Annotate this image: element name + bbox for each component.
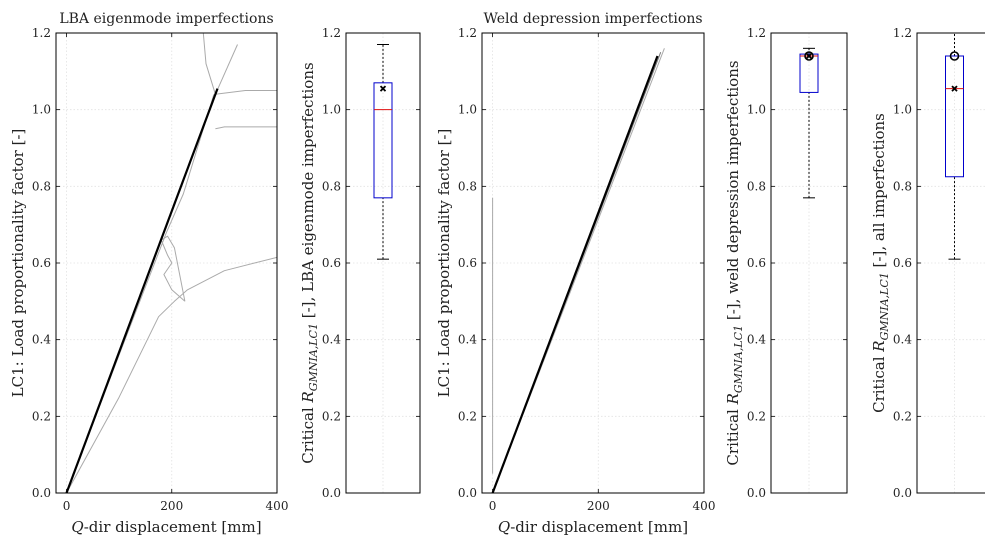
y-tick-label: 1.0 [893,103,912,117]
series-line-7 [215,126,277,130]
axes-frame [481,32,705,494]
grid [771,33,847,493]
x-tick-label: 200 [587,499,610,513]
y-tick-label: 0.2 [458,409,477,423]
y-tick-label: 0.8 [32,179,51,193]
x-tick-label: 0 [489,499,497,513]
y-tick-label: 1.2 [322,26,341,40]
y-tick-label: 0.0 [747,486,766,500]
y-tick-label: 0.8 [747,179,766,193]
mean-marker [951,85,958,92]
x-tick-label: 0 [63,499,71,513]
y-tick-label: 0.8 [322,179,341,193]
y-tick-label: 0.4 [747,333,766,347]
boxplot [799,47,819,199]
outlier-point [949,51,960,61]
y-tick-label: 0.2 [747,409,766,423]
series-line-5 [214,44,238,95]
outlier-point [804,51,814,61]
series-line-6 [215,90,277,95]
grid [56,33,277,493]
x-tick-label: 200 [160,499,183,513]
y-tick-label: 0.4 [893,333,912,347]
y-tick-label: 0.2 [893,409,912,423]
axes-frame [55,32,278,494]
boxplot [373,44,393,260]
y-tick-label: 1.2 [32,26,51,40]
y-tick-label: 1.0 [32,103,51,117]
y-tick-label: 1.0 [322,103,341,117]
y-tick-label: 1.0 [747,103,766,117]
y-tick-label: 0.6 [893,256,912,270]
y-tick-label: 0.8 [458,179,477,193]
y-axis-label: LC1: Load proportionality factor [-] [435,129,453,398]
y-axis-label: LC1: Load proportionality factor [-] [9,129,27,398]
y-tick-label: 0.8 [893,179,912,193]
x-tick-label: 400 [266,499,289,513]
y-tick-label: 0.6 [322,256,341,270]
y-tick-label: 0.6 [32,256,51,270]
chart-panel-2: 0.0 0.2 0.4 0.6 0.8 1.0 1.2 Critical RGMNIA,LC1… [299,26,421,500]
y-tick-label: 0.4 [322,333,341,347]
y-tick-label: 0.6 [747,256,766,270]
x-axis-label: Q-dir displacement [mm] [71,518,261,536]
y-tick-label: 1.0 [458,103,477,117]
mean-marker [379,85,387,92]
box-iqr [799,53,819,93]
axes-frame [916,32,985,494]
series-group [65,33,277,493]
box-iqr [945,55,964,178]
series-group [491,48,665,493]
y-axis-label: Critical RGMNIA,LC1 [-], all imperfectio… [870,113,891,413]
grid [917,33,985,493]
y-tick-label: 0.6 [458,256,477,270]
chart-title: LBA eigenmode imperfections [59,11,273,27]
series-line-1 [66,256,277,493]
chart-panel-1: 0.0 0.2 0.4 0.6 0.8 1.0 1.2 0 200 400 LBA eigenmod… [9,11,288,536]
boxplot [945,32,964,260]
series-line-8 [65,88,219,493]
y-tick-label: 0.0 [458,486,477,500]
y-tick-label: 0.2 [322,409,341,423]
y-tick-label: 0.4 [458,333,477,347]
y-tick-label: 0.0 [32,486,51,500]
mean-marker [805,52,813,60]
box-iqr [373,82,393,199]
chart-panel-3: 0.0 0.2 0.4 0.6 0.8 1.0 1.2 0 200 400 Weld depress… [435,11,715,536]
grid [346,33,420,493]
y-axis-label: Critical RGMNIA,LC1 [-], LBA eigenmode i… [299,62,320,463]
chart-panel-5: 0.0 0.2 0.4 0.6 0.8 1.0 1.2 Critical RGMNIA,LC1… [870,26,985,500]
series-line-4 [491,55,659,493]
x-axis-label: Q-dir displacement [mm] [498,518,688,536]
y-tick-label: 0.0 [893,486,912,500]
series-line-3 [160,235,186,302]
y-tick-label: 1.2 [747,26,766,40]
y-tick-label: 0.4 [32,333,51,347]
y-tick-label: 0.0 [322,486,341,500]
y-tick-label: 0.2 [32,409,51,423]
grid [482,33,704,493]
chart-panel-4: 0.0 0.2 0.4 0.6 0.8 1.0 1.2 Critical RGMNIA,LC1… [724,26,848,500]
y-axis-label: Critical RGMNIA,LC1 [-], weld depression… [724,60,745,465]
chart-title: Weld depression imperfections [483,11,702,27]
y-tick-label: 1.2 [458,26,477,40]
series-line-4 [202,33,216,95]
x-tick-label: 400 [693,499,716,513]
y-tick-label: 1.2 [893,26,912,40]
